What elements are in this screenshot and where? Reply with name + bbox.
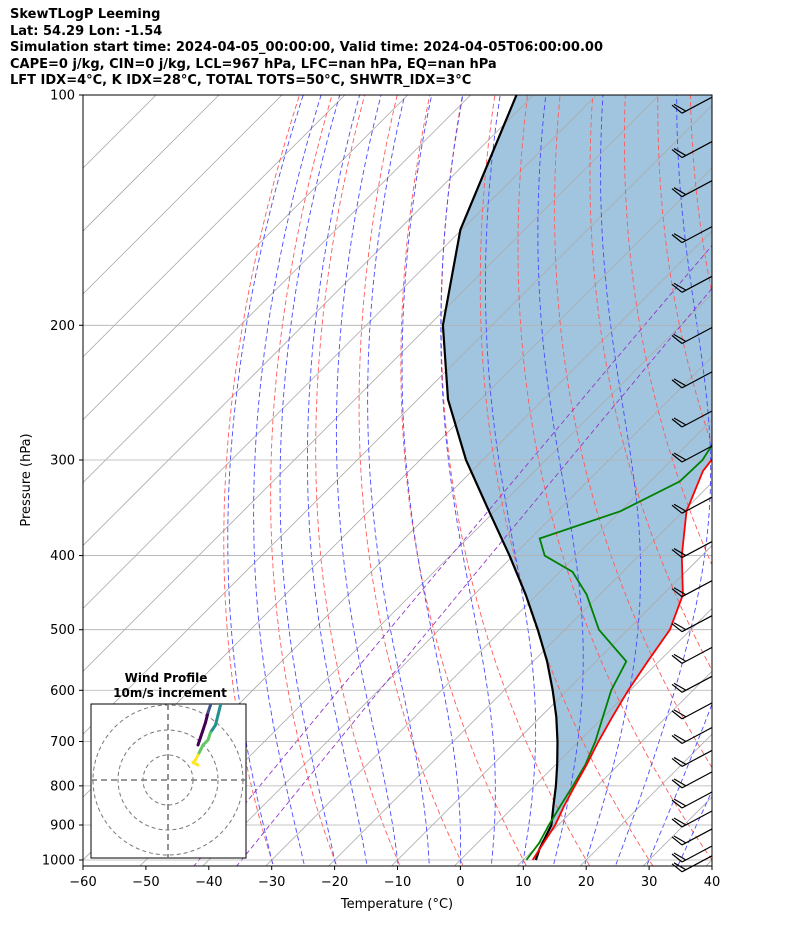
dry-adiabat-line [440, 95, 591, 866]
hodograph-inset: Wind Profile 10m/s increment [90, 671, 247, 859]
isotherm-line [83, 95, 409, 421]
y-tick-label: 300 [50, 453, 75, 468]
wind-barb [671, 226, 713, 244]
dry-adiabat-line [756, 95, 794, 879]
x-tick-label: −40 [195, 875, 222, 890]
wind-barb [671, 726, 713, 745]
wind-barb [671, 615, 713, 633]
wind-barb [671, 496, 713, 514]
dry-adiabat-line [623, 95, 712, 566]
temperature-line [531, 457, 712, 861]
x-tick-label: −30 [258, 875, 285, 890]
y-tick-label: 500 [50, 623, 75, 638]
y-tick-label: 800 [50, 779, 75, 794]
hodograph-segment [191, 761, 200, 767]
wind-barb [671, 96, 713, 114]
dry-adiabat-line [723, 95, 794, 879]
isotherm-line [139, 293, 712, 866]
location-line: Lat: 54.29 Lon: -1.54 [10, 23, 163, 39]
dry-adiabat-line [589, 95, 712, 672]
dry-adiabat-line [400, 95, 527, 866]
mixing-ratio-line [193, 244, 712, 866]
hodograph-segment [209, 723, 217, 734]
hodograph-title: Wind Profile [125, 671, 208, 685]
dewpoint-line [525, 443, 712, 861]
wind-barb [671, 791, 713, 809]
wind-barb [671, 371, 713, 389]
x-tick-label: 20 [578, 875, 595, 890]
wind-barb [671, 702, 713, 720]
x-tick-label: 30 [641, 875, 658, 890]
x-tick-label: 40 [704, 875, 721, 890]
y-tick-label: 900 [50, 818, 75, 833]
wind-barb [671, 580, 713, 598]
isotherm-line [83, 95, 597, 609]
isotherm-line [202, 356, 712, 866]
moist-adiabat-line [401, 95, 462, 866]
hodograph-segment [216, 704, 222, 717]
dry-adiabat-line [788, 95, 794, 879]
x-tick-label: −20 [321, 875, 348, 890]
y-axis-label: Pressure (hPa) [19, 433, 34, 526]
chart-header: SkewTLogP Leeming Lat: 54.29 Lon: -1.54 … [10, 7, 603, 90]
y-tick-label: 200 [50, 319, 75, 334]
wind-barb [671, 845, 713, 863]
indices-line-2: LFT IDX=4°C, K IDX=28°C, TOTAL TOTS=50°C… [10, 73, 472, 89]
isotherm-line [516, 670, 712, 866]
moist-adiabat-line [440, 95, 496, 866]
y-tick-label: 100 [50, 89, 75, 104]
moist-adiabat-line [307, 95, 368, 866]
isotherm-line [579, 733, 712, 866]
isotherm-line [83, 95, 220, 232]
wind-barb [671, 675, 713, 693]
isotherm-line [453, 607, 712, 866]
isotherm-line [390, 544, 712, 866]
wind-barb [671, 541, 713, 559]
wind-barb [671, 810, 713, 828]
moist-adiabat-line [485, 95, 537, 866]
moist-adiabat-line [367, 95, 430, 866]
parcel-path-line [441, 95, 559, 861]
wind-barb [671, 771, 713, 789]
x-tick-label: −50 [132, 875, 159, 890]
x-tick-label: −60 [69, 875, 96, 890]
wind-barb [671, 141, 713, 159]
wind-barb [671, 180, 713, 198]
hodograph-segment [204, 711, 210, 724]
y-tick-label: 400 [50, 549, 75, 564]
x-tick-label: 0 [456, 875, 464, 890]
y-tick-label: 700 [50, 735, 75, 750]
wind-barb [671, 749, 713, 767]
wind-barb [671, 445, 713, 463]
hodograph-segment [214, 713, 220, 727]
wind-barb [671, 646, 713, 664]
wind-barb [671, 828, 713, 846]
wind-barb [671, 275, 713, 293]
y-tick-label: 600 [50, 684, 75, 699]
x-tick-label: 10 [515, 875, 532, 890]
isotherm-line [83, 95, 283, 295]
x-axis-label: Temperature (°C) [340, 897, 453, 912]
hodograph-subtitle: 10m/s increment [113, 686, 227, 700]
dry-adiabat-line [270, 95, 338, 866]
moist-adiabat-line [335, 95, 399, 866]
cape-cin-area [442, 95, 712, 860]
isotherm-line [83, 95, 535, 547]
indices-line-1: CAPE=0 j/kg, CIN=0 j/kg, LCL=967 hPa, LF… [10, 56, 497, 72]
wind-barb [671, 326, 713, 345]
y-tick-label: 1000 [42, 854, 75, 869]
isotherm-line [83, 95, 346, 358]
chart-title: SkewTLogP Leeming [10, 7, 161, 22]
time-line: Simulation start time: 2024-04-05_00:00:… [10, 40, 603, 56]
mixing-ratio-line [236, 287, 712, 866]
isotherm-line [265, 419, 712, 866]
isotherm-line [83, 104, 712, 735]
x-tick-label: −10 [384, 875, 411, 890]
isotherm-line [83, 95, 472, 484]
moist-adiabat-line [279, 95, 341, 866]
wind-barb [671, 410, 713, 428]
